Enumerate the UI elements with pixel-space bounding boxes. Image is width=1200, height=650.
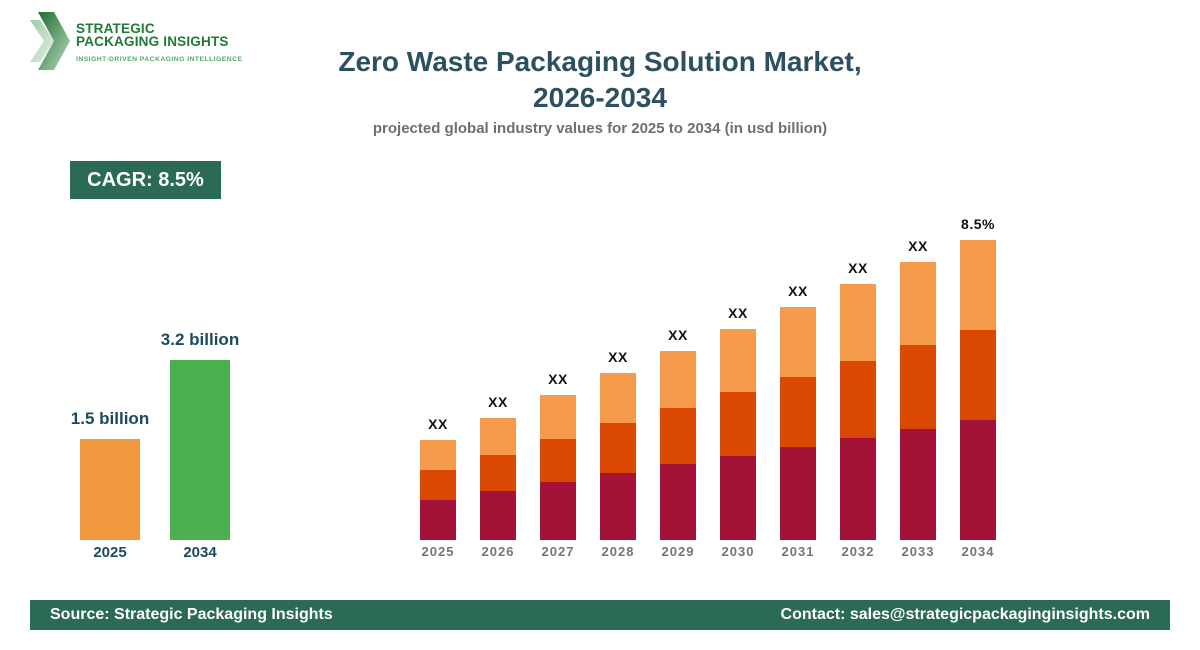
stacked-segment-2032-1 (840, 360, 876, 438)
stacked-segment-2033-2 (900, 262, 936, 346)
logo-line1: STRATEGIC (76, 21, 155, 36)
logo-tagline: INSIGHT-DRIVEN PACKAGING INTELLIGENCE (76, 56, 243, 63)
stacked-segment-2027-1 (540, 438, 576, 482)
stacked-bar-2029 (660, 351, 696, 540)
bar-year-label-2033: 2033 (901, 544, 935, 559)
stacked-segment-2026-2 (480, 418, 516, 455)
stacked-bar-2034 (960, 240, 996, 540)
title-block: Zero Waste Packaging Solution Market, 20… (0, 44, 1200, 137)
footer-contact: Contact: sales@strategicpackaginginsight… (780, 606, 1150, 623)
bar-year-label-2032: 2032 (841, 544, 875, 559)
stacked-segment-2033-0 (900, 428, 936, 540)
bar-year-label-2028: 2028 (601, 544, 635, 559)
stacked-segment-2025-2 (420, 440, 456, 470)
stacked-bar-2033 (900, 262, 936, 540)
summary-value-label-2025: 1.5 billion (70, 409, 150, 428)
summary-bar-2025 (80, 439, 140, 540)
stacked-bar-2030 (720, 329, 756, 540)
stacked-segment-2031-1 (780, 376, 816, 447)
footer-bar: Source: Strategic Packaging Insights Con… (30, 600, 1170, 630)
bar-value-label-2027: XX (548, 371, 568, 387)
stacked-segment-2027-0 (540, 482, 576, 540)
stacked-segment-2027-2 (540, 395, 576, 439)
stacked-bar-2032 (840, 284, 876, 540)
stacked-segment-2026-1 (480, 454, 516, 492)
stacked-segment-2033-1 (900, 345, 936, 429)
summary-year-label-2034: 2034 (183, 544, 217, 561)
bar-value-label-2031: XX (788, 283, 808, 299)
bar-value-label-2026: XX (488, 394, 508, 410)
summary-bar-chart: 1.5 billion 2025 3.2 billion 2034 (60, 320, 280, 561)
summary-value-label-2034: 3.2 billion (160, 330, 240, 349)
bar-value-label-2029: XX (668, 327, 688, 343)
stacked-segment-2030-0 (720, 455, 756, 540)
bar-value-label-2030: XX (728, 305, 748, 321)
cagr-badge: CAGR: 8.5% (70, 161, 221, 199)
stacked-bar-2031 (780, 307, 816, 540)
page-title-line2: 2026-2034 (533, 82, 667, 113)
stacked-bar-2025 (420, 440, 456, 540)
bar-year-label-2027: 2027 (541, 544, 575, 559)
stacked-segment-2031-0 (780, 446, 816, 540)
logo-text: STRATEGIC PACKAGING INSIGHTS INSIGHT-DRI… (76, 12, 242, 63)
bar-value-label-2028: XX (608, 349, 628, 365)
stacked-segment-2034-1 (960, 330, 996, 420)
logo: STRATEGIC PACKAGING INSIGHTS INSIGHT-DRI… (28, 12, 242, 70)
stacked-segment-2028-2 (600, 373, 636, 424)
bar-year-label-2031: 2031 (781, 544, 815, 559)
bar-value-label-2032: XX (848, 260, 868, 276)
page-title-line1: Zero Waste Packaging Solution Market, (338, 46, 862, 77)
logo-chevron-icon (30, 12, 70, 70)
footer-source: Source: Strategic Packaging Insights (50, 606, 333, 623)
bar-value-label-2034: 8.5% (961, 216, 995, 232)
stacked-bar-2027 (540, 395, 576, 540)
stacked-segment-2030-1 (720, 392, 756, 456)
bar-value-label-2033: XX (908, 238, 928, 254)
bar-year-label-2029: 2029 (661, 544, 695, 559)
summary-bar-2034 (170, 360, 230, 540)
bar-year-label-2025: 2025 (421, 544, 455, 559)
bar-value-label-2025: XX (428, 416, 448, 432)
stacked-segment-2028-1 (600, 423, 636, 474)
stacked-segment-2034-2 (960, 240, 996, 330)
stacked-segment-2030-2 (720, 329, 756, 393)
stacked-segment-2028-0 (600, 473, 636, 540)
stacked-segment-2025-0 (420, 500, 456, 540)
stacked-segment-2025-1 (420, 470, 456, 500)
stacked-bar-2028 (600, 373, 636, 540)
stacked-bar-2026 (480, 418, 516, 540)
stacked-segment-2026-0 (480, 491, 516, 540)
stacked-segment-2029-1 (660, 407, 696, 465)
bar-year-label-2034: 2034 (961, 544, 995, 559)
stacked-segment-2029-0 (660, 464, 696, 540)
stacked-segment-2032-0 (840, 437, 876, 540)
stacked-segment-2031-2 (780, 307, 816, 377)
summary-year-label-2025: 2025 (93, 544, 127, 561)
logo-line2: PACKAGING INSIGHTS (76, 34, 229, 49)
stacked-segment-2034-0 (960, 420, 996, 540)
stacked-segment-2032-2 (840, 284, 876, 361)
page-subtitle: projected global industry values for 202… (372, 120, 828, 137)
stacked-segment-2029-2 (660, 351, 696, 408)
bar-year-label-2026: 2026 (481, 544, 515, 559)
bar-year-label-2030: 2030 (721, 544, 755, 559)
stacked-bar-chart: XX 2025 XX 2026 XX 2027 XX 2028 XX 2029 XX 2030 XX 20… (420, 195, 1000, 560)
